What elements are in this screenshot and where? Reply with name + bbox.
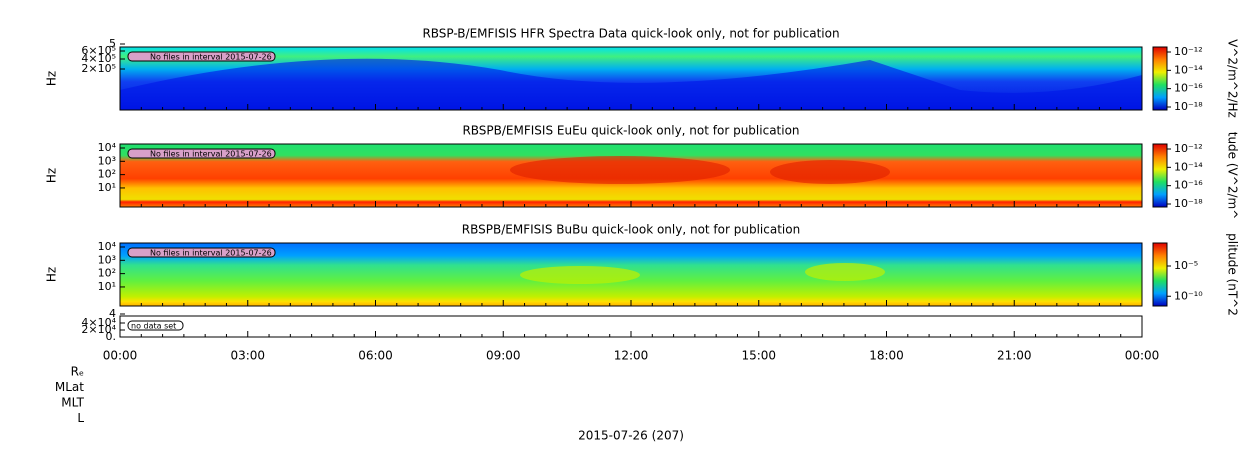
x-tick-label: 15:00 — [741, 349, 776, 363]
colorbar-label: tude (V^2/m^ — [1226, 132, 1240, 220]
spectrogram-shading — [805, 263, 885, 281]
colorbar-tick-label: 10⁻¹⁸ — [1174, 100, 1203, 113]
note: no data set — [131, 322, 176, 331]
y-tick-label: 10³ — [98, 253, 116, 266]
colorbar-tick-label: 10⁻¹⁶ — [1174, 179, 1203, 192]
note: No files in interval 2015-07-26 — [150, 53, 272, 62]
colorbar-tick-label: 10⁻¹² — [1174, 142, 1203, 155]
y-tick-label: 2×10⁵ — [81, 62, 116, 75]
x-tick-label: 00:00 — [1125, 349, 1160, 363]
note-box — [127, 51, 276, 62]
y-axis-label: Hz — [45, 168, 59, 183]
x-tick-label: 06:00 — [358, 349, 393, 363]
ephemeris-label: MLT — [61, 396, 84, 410]
spectrogram-shading — [770, 160, 890, 184]
x-axis-label: 2015-07-26 (207) — [578, 429, 684, 443]
x-tick-label: 09:00 — [486, 349, 521, 363]
x-tick-label: 00:00 — [103, 349, 138, 363]
note: No files in interval 2015-07-26 — [150, 249, 272, 258]
ephemeris-label: L — [77, 411, 84, 425]
spectrogram-shading — [510, 156, 730, 184]
y-tick-label: 10² — [98, 267, 116, 280]
panel-title: RBSPB/EMFISIS EuEu quick-look only, not … — [462, 124, 799, 138]
y-tick-label: 2×10⁴ — [81, 323, 116, 336]
y-tick-label: 4×10⁵ — [81, 52, 116, 65]
note-box — [127, 320, 184, 331]
colorbar-tick-label: 10⁻¹⁸ — [1174, 197, 1203, 210]
colorbar — [1152, 143, 1168, 208]
y-tick-label: 10³ — [98, 154, 116, 167]
note-box — [127, 148, 276, 159]
spectrogram-shading — [120, 58, 1142, 110]
colorbar — [1152, 242, 1168, 307]
y-tick-label: 4 — [109, 307, 116, 320]
y-tick-label: 10² — [98, 168, 116, 181]
y-tick-label: 0. — [106, 330, 117, 343]
y-tick-label: 5 — [109, 37, 116, 50]
y-axis-label: Hz — [45, 71, 59, 86]
note: No files in interval 2015-07-26 — [150, 150, 272, 159]
colorbar-tick-label: 10⁻⁵ — [1174, 259, 1198, 272]
colorbar-tick-label: 10⁻¹⁴ — [1174, 160, 1203, 173]
colorbar — [1152, 46, 1168, 111]
note-box — [127, 247, 276, 258]
x-tick-label: 03:00 — [230, 349, 265, 363]
x-tick-label: 21:00 — [997, 349, 1032, 363]
colorbar-tick-label: 10⁻¹⁰ — [1174, 289, 1203, 302]
x-tick-label: 18:00 — [869, 349, 904, 363]
colorbar-tick-label: 10⁻¹⁶ — [1174, 82, 1203, 95]
panel-title: RBSP-B/EMFISIS HFR Spectra Data quick-lo… — [422, 27, 839, 41]
y-tick-label: 10¹ — [98, 280, 116, 293]
colorbar-label: V^2/m^2/Hz — [1226, 39, 1240, 118]
y-tick-label: 4×10⁴ — [81, 316, 116, 329]
y-axis-label: Hz — [45, 267, 59, 282]
y-tick-label: 10⁴ — [98, 141, 117, 154]
colorbar-label: plitude (nT^2 — [1226, 233, 1240, 316]
y-tick-label: 10⁴ — [98, 240, 117, 253]
x-tick-label: 12:00 — [614, 349, 649, 363]
colorbar-tick-label: 10⁻¹⁴ — [1174, 63, 1203, 76]
spectrogram-shading — [520, 266, 640, 284]
ephemeris-label: Rₑ — [71, 365, 84, 379]
ephemeris-label: MLat — [55, 380, 84, 394]
panel-title: RBSPB/EMFISIS BuBu quick-look only, not … — [462, 223, 800, 237]
colorbar-tick-label: 10⁻¹² — [1174, 45, 1203, 58]
y-tick-label: 6×10⁵ — [81, 44, 116, 57]
y-tick-label: 10¹ — [98, 181, 116, 194]
